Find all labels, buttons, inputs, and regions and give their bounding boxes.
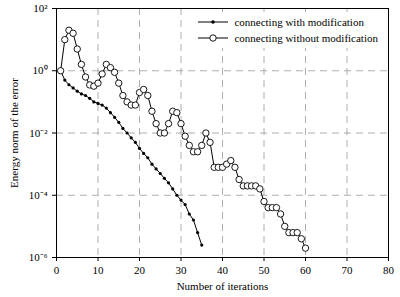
- svg-text:10: 10: [93, 264, 105, 276]
- svg-text:70: 70: [342, 264, 354, 276]
- svg-text:50: 50: [259, 264, 271, 276]
- svg-text:80: 80: [383, 264, 395, 276]
- svg-text:Number of iterations: Number of iterations: [177, 280, 269, 292]
- svg-text:60: 60: [300, 264, 312, 276]
- svg-text:10⁻⁶: 10⁻⁶: [29, 251, 48, 263]
- svg-text:40: 40: [217, 264, 229, 276]
- svg-text:0: 0: [54, 264, 60, 276]
- svg-text:Energy norm of the error: Energy norm of the error: [8, 78, 20, 188]
- svg-text:20: 20: [134, 264, 146, 276]
- html-text:connecting without modificatio: connecting without modification: [234, 32, 378, 44]
- svg-text:10⁻²: 10⁻²: [29, 127, 48, 139]
- svg-text:30: 30: [176, 264, 188, 276]
- svg-text:10²: 10²: [33, 2, 48, 14]
- svg-text:10⁰: 10⁰: [33, 64, 48, 76]
- svg-text:10⁻⁴: 10⁻⁴: [29, 189, 48, 201]
- html-text:connecting with modification: connecting with modification: [234, 16, 364, 28]
